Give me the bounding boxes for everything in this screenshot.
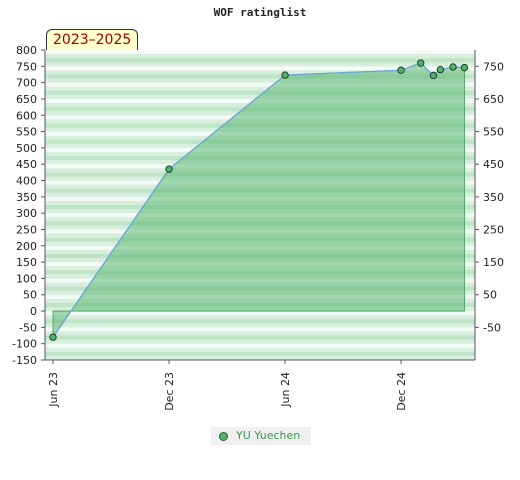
grid-band [45, 351, 475, 357]
data-point [397, 66, 405, 74]
y-tick-label: 550 [16, 126, 37, 139]
y-tick-label: 450 [16, 158, 37, 171]
y-tick-label: 700 [16, 77, 37, 90]
grid-band [45, 323, 475, 328]
y-tick-label: 500 [16, 142, 37, 155]
data-point [429, 71, 438, 80]
grid-band [45, 62, 475, 67]
y-tick-label-right: 750 [483, 60, 504, 73]
x-tick-label: Jun 24 [279, 372, 292, 408]
grid-band [45, 347, 475, 353]
y-tick-label: 50 [23, 289, 37, 302]
y-tick-label: 750 [16, 60, 37, 73]
grid-band [45, 355, 475, 361]
grid-band [45, 335, 475, 340]
y-tick-label: 250 [16, 223, 37, 236]
grid-band [45, 343, 475, 349]
grid-band [45, 315, 475, 320]
grid-band [45, 86, 475, 92]
y-tick-label: -100 [12, 338, 37, 351]
grid-band [45, 339, 475, 344]
y-tick-label: 350 [16, 191, 37, 204]
x-tick-label: Dec 23 [163, 372, 176, 411]
y-tick-label: 100 [16, 272, 37, 285]
y-tick-label: -150 [12, 354, 37, 367]
x-tick-label: Jun 23 [47, 372, 60, 408]
y-tick-label-right: 650 [483, 93, 504, 106]
grid-band [45, 90, 475, 96]
y-tick-label-right: 50 [483, 289, 497, 302]
y-tick-label-right: 550 [483, 126, 504, 139]
y-tick-label: 600 [16, 109, 37, 122]
grid-band [45, 311, 475, 316]
data-point [417, 59, 425, 67]
y-tick-label-right: -50 [483, 321, 501, 334]
date-range-badge: 2023–2025 [46, 29, 139, 50]
y-tick-label-right: 150 [483, 256, 504, 269]
grid-band [45, 58, 475, 63]
legend-label: YU Yuechen [236, 429, 301, 442]
chart-title: WOF ratinglist [213, 6, 307, 19]
y-tick-label: 200 [16, 240, 37, 253]
grid-band [45, 331, 475, 336]
y-tick-label: 400 [16, 175, 37, 188]
data-point [460, 63, 469, 72]
data-point [436, 65, 445, 74]
grid-band [45, 327, 475, 332]
grid-band [45, 70, 475, 75]
data-point [49, 333, 57, 341]
grid-band [45, 54, 475, 59]
grid-band [45, 66, 475, 71]
x-tick-label: Dec 24 [395, 372, 408, 411]
legend[interactable]: YU Yuechen [211, 427, 311, 445]
grid-band [45, 78, 475, 83]
y-tick-label: 150 [16, 256, 37, 269]
data-point [449, 63, 457, 71]
data-point [165, 165, 173, 173]
grid-band [45, 50, 475, 55]
grid-band [45, 74, 475, 79]
data-point [281, 71, 289, 79]
grid-band [45, 82, 475, 88]
y-tick-label: 300 [16, 207, 37, 220]
y-tick-label-right: 450 [483, 158, 504, 171]
y-tick-label: 650 [16, 93, 37, 106]
y-tick-label: -50 [19, 321, 37, 334]
y-tick-label-right: 350 [483, 191, 504, 204]
grid-band [45, 319, 475, 324]
y-tick-label-right: 250 [483, 223, 504, 236]
legend-marker [219, 432, 228, 441]
y-tick-label: 800 [16, 44, 37, 57]
y-tick-label: 0 [30, 305, 37, 318]
